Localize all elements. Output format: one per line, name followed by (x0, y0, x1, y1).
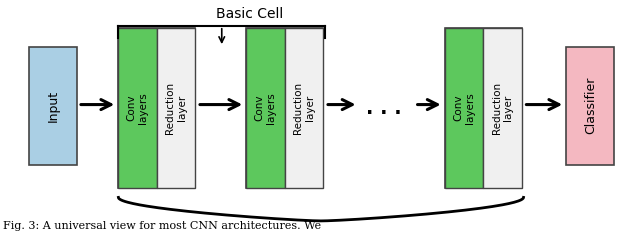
Bar (157, 28, 195, 188)
Text: Reduction
layer: Reduction layer (293, 82, 315, 134)
Bar (118, 28, 157, 188)
Bar (445, 28, 522, 188)
Text: Classifier: Classifier (584, 77, 597, 134)
Bar (285, 28, 323, 188)
Text: Input: Input (46, 90, 60, 122)
Text: Reduction
layer: Reduction layer (492, 82, 513, 134)
Text: Conv
layers: Conv layers (453, 92, 475, 124)
Bar (445, 28, 483, 188)
Text: . . .: . . . (366, 99, 402, 118)
Text: Fig. 3: A universal view for most CNN architectures. We: Fig. 3: A universal view for most CNN ar… (3, 221, 321, 231)
Bar (118, 28, 195, 188)
Bar (246, 28, 323, 188)
Text: Conv
layers: Conv layers (255, 92, 276, 124)
Bar (483, 28, 522, 188)
Text: Conv
layers: Conv layers (127, 92, 148, 124)
Text: Basic Cell: Basic Cell (216, 7, 284, 21)
Text: Reduction
layer: Reduction layer (165, 82, 187, 134)
Bar (246, 28, 285, 188)
Bar (29, 47, 77, 164)
Bar (566, 47, 614, 164)
